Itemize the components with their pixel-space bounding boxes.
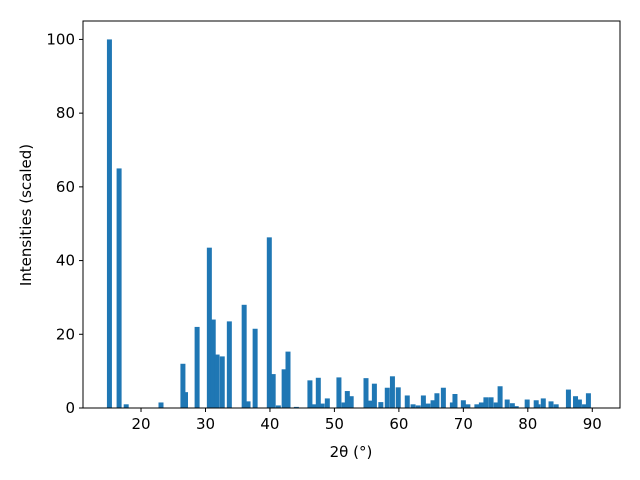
- bar: [509, 403, 515, 408]
- bar: [535, 404, 541, 408]
- bar: [348, 396, 354, 408]
- bar: [474, 404, 480, 408]
- bar: [497, 386, 503, 408]
- x-tick-label: 70: [454, 415, 473, 433]
- bar: [245, 401, 251, 408]
- bar: [504, 399, 510, 408]
- bar: [460, 400, 466, 408]
- y-tick-label: 60: [56, 178, 75, 196]
- bar: [266, 237, 272, 408]
- axes-frame: [82, 20, 621, 409]
- bar: [371, 383, 377, 408]
- bar: [158, 402, 164, 408]
- bar: [540, 398, 546, 408]
- bar: [440, 387, 446, 408]
- x-tick-label: 30: [196, 415, 215, 433]
- bar: [183, 392, 189, 408]
- bar: [344, 391, 350, 408]
- bar: [367, 400, 373, 408]
- bar: [210, 319, 216, 408]
- bar: [434, 393, 440, 408]
- bar: [384, 387, 390, 408]
- bar: [270, 374, 276, 408]
- y-tick-label: 40: [56, 252, 75, 270]
- bar: [573, 396, 579, 408]
- bar: [252, 328, 258, 408]
- bar: [319, 403, 325, 408]
- bar: [513, 406, 519, 408]
- bar: [404, 395, 410, 408]
- bar: [226, 321, 232, 408]
- bar: [378, 402, 384, 408]
- bar: [483, 397, 489, 408]
- y-tick-label: 100: [46, 30, 75, 48]
- x-tick-label: 40: [260, 415, 279, 433]
- bar: [449, 402, 455, 408]
- bar: [576, 399, 582, 408]
- x-tick-label: 50: [325, 415, 344, 433]
- y-tick-label: 20: [56, 325, 75, 343]
- x-tick-label: 20: [131, 415, 150, 433]
- bar: [336, 377, 342, 408]
- bar: [533, 400, 539, 408]
- bar: [425, 403, 431, 408]
- bar: [420, 395, 426, 408]
- bar: [389, 376, 395, 408]
- bar: [488, 397, 494, 408]
- bar: [582, 404, 588, 408]
- bar: [324, 398, 330, 408]
- bar: [524, 399, 530, 408]
- x-tick-label: 60: [389, 415, 408, 433]
- y-axis-label: Intensities (scaled): [17, 144, 35, 286]
- bar: [430, 400, 436, 408]
- bar: [206, 247, 212, 408]
- bar: [548, 401, 554, 408]
- bar: [493, 402, 499, 408]
- bar: [478, 402, 484, 408]
- x-tick-label: 90: [583, 415, 602, 433]
- bar: [281, 369, 287, 408]
- bar: [465, 404, 471, 408]
- x-tick-label: 80: [518, 415, 537, 433]
- bar: [415, 405, 421, 408]
- x-axis-label: 2θ (°): [330, 443, 373, 461]
- bar: [194, 326, 200, 408]
- bar: [219, 356, 225, 408]
- bar: [410, 404, 416, 408]
- bar: [123, 404, 129, 408]
- bar: [363, 378, 369, 408]
- bar: [341, 402, 347, 408]
- bar: [452, 393, 458, 408]
- bar: [553, 404, 559, 408]
- bar: [241, 304, 247, 408]
- y-tick-label: 80: [56, 104, 75, 122]
- bar: [275, 405, 281, 408]
- bar: [285, 351, 291, 408]
- bar: [116, 168, 122, 408]
- bar: [395, 387, 401, 408]
- bar: [311, 404, 317, 408]
- y-tick-label: 0: [65, 399, 75, 417]
- bar: [180, 363, 186, 408]
- bar: [106, 39, 112, 409]
- bar: [315, 377, 321, 408]
- bar: [214, 354, 220, 408]
- bar: [565, 389, 571, 408]
- bar: [293, 406, 299, 408]
- bar: [585, 393, 591, 408]
- bar: [307, 380, 313, 408]
